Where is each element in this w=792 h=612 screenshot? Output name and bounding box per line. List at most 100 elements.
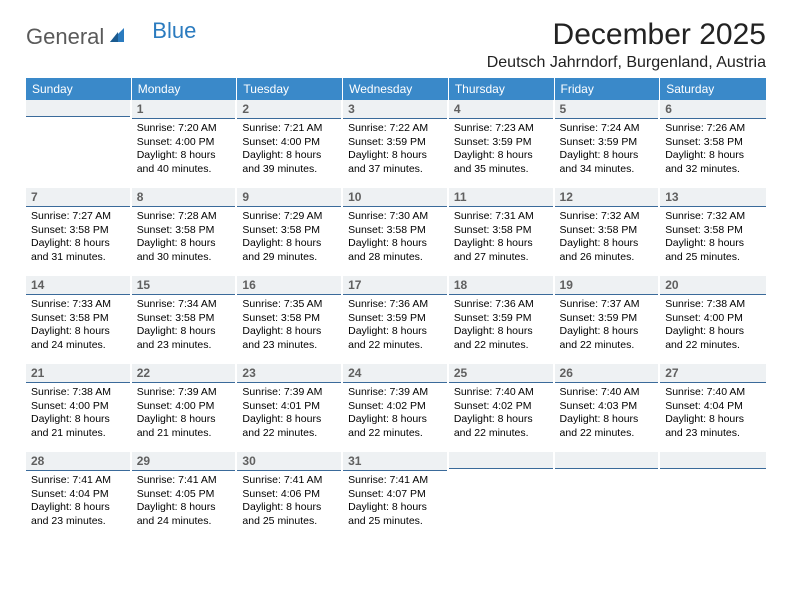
daylight-line1: Daylight: 8 hours (137, 325, 231, 339)
daylight-line1: Daylight: 8 hours (560, 325, 654, 339)
day-number: 10 (343, 188, 447, 207)
day-number: 31 (343, 452, 447, 471)
calendar-cell: 23Sunrise: 7:39 AMSunset: 4:01 PMDayligh… (237, 364, 343, 452)
day-number: 5 (555, 100, 659, 119)
daylight-line1: Daylight: 8 hours (348, 149, 442, 163)
day-body: Sunrise: 7:39 AMSunset: 4:02 PMDaylight:… (343, 383, 447, 447)
daylight-line2: and 25 minutes. (242, 515, 336, 529)
sunrise-text: Sunrise: 7:41 AM (137, 474, 231, 488)
day-number: 23 (237, 364, 341, 383)
daylight-line2: and 25 minutes. (348, 515, 442, 529)
calendar-cell: 24Sunrise: 7:39 AMSunset: 4:02 PMDayligh… (343, 364, 449, 452)
daylight-line1: Daylight: 8 hours (560, 237, 654, 251)
daylight-line2: and 30 minutes. (137, 251, 231, 265)
daylight-line1: Daylight: 8 hours (348, 325, 442, 339)
calendar-cell: 22Sunrise: 7:39 AMSunset: 4:00 PMDayligh… (132, 364, 238, 452)
day-header-row: Sunday Monday Tuesday Wednesday Thursday… (26, 78, 766, 100)
sunset-text: Sunset: 4:05 PM (137, 488, 231, 502)
logo-word-1: General (26, 24, 104, 50)
sunrise-text: Sunrise: 7:31 AM (454, 210, 548, 224)
sunset-text: Sunset: 4:02 PM (454, 400, 548, 414)
daylight-line1: Daylight: 8 hours (454, 149, 548, 163)
sunrise-text: Sunrise: 7:36 AM (454, 298, 548, 312)
sunrise-text: Sunrise: 7:20 AM (137, 122, 231, 136)
daylight-line2: and 39 minutes. (242, 163, 336, 177)
day-body: Sunrise: 7:39 AMSunset: 4:01 PMDaylight:… (237, 383, 341, 447)
daylight-line1: Daylight: 8 hours (348, 413, 442, 427)
sunset-text: Sunset: 4:00 PM (665, 312, 761, 326)
calendar-cell: 16Sunrise: 7:35 AMSunset: 3:58 PMDayligh… (237, 276, 343, 364)
daylight-line2: and 27 minutes. (454, 251, 548, 265)
daylight-line1: Daylight: 8 hours (137, 149, 231, 163)
calendar-cell: 25Sunrise: 7:40 AMSunset: 4:02 PMDayligh… (449, 364, 555, 452)
daylight-line1: Daylight: 8 hours (454, 413, 548, 427)
daylight-line1: Daylight: 8 hours (665, 237, 761, 251)
sunrise-text: Sunrise: 7:26 AM (665, 122, 761, 136)
sunset-text: Sunset: 4:04 PM (665, 400, 761, 414)
sunrise-text: Sunrise: 7:21 AM (242, 122, 336, 136)
calendar-cell: 15Sunrise: 7:34 AMSunset: 3:58 PMDayligh… (132, 276, 238, 364)
sunrise-text: Sunrise: 7:32 AM (665, 210, 761, 224)
sunrise-text: Sunrise: 7:33 AM (31, 298, 125, 312)
sunset-text: Sunset: 4:04 PM (31, 488, 125, 502)
day-number: 16 (237, 276, 341, 295)
daylight-line1: Daylight: 8 hours (665, 149, 761, 163)
blank-daynum (660, 452, 766, 469)
daylight-line1: Daylight: 8 hours (137, 413, 231, 427)
calendar-cell (555, 452, 661, 540)
sunset-text: Sunset: 3:59 PM (348, 312, 442, 326)
sunset-text: Sunset: 4:06 PM (242, 488, 336, 502)
sunrise-text: Sunrise: 7:39 AM (348, 386, 442, 400)
sunset-text: Sunset: 3:58 PM (560, 224, 654, 238)
daylight-line1: Daylight: 8 hours (560, 413, 654, 427)
day-number: 29 (132, 452, 236, 471)
day-number: 20 (660, 276, 766, 295)
sunrise-text: Sunrise: 7:22 AM (348, 122, 442, 136)
sunset-text: Sunset: 3:59 PM (348, 136, 442, 150)
daylight-line2: and 22 minutes. (560, 427, 654, 441)
daylight-line2: and 21 minutes. (31, 427, 125, 441)
daylight-line1: Daylight: 8 hours (665, 413, 761, 427)
calendar-cell (660, 452, 766, 540)
sunset-text: Sunset: 3:59 PM (454, 136, 548, 150)
day-number: 4 (449, 100, 553, 119)
day-body: Sunrise: 7:35 AMSunset: 3:58 PMDaylight:… (237, 295, 341, 359)
daylight-line2: and 22 minutes. (454, 427, 548, 441)
calendar-table: Sunday Monday Tuesday Wednesday Thursday… (26, 78, 766, 540)
sunrise-text: Sunrise: 7:38 AM (665, 298, 761, 312)
day-body: Sunrise: 7:39 AMSunset: 4:00 PMDaylight:… (132, 383, 236, 447)
sunrise-text: Sunrise: 7:29 AM (242, 210, 336, 224)
sunset-text: Sunset: 4:00 PM (137, 400, 231, 414)
day-body: Sunrise: 7:41 AMSunset: 4:05 PMDaylight:… (132, 471, 236, 535)
daylight-line1: Daylight: 8 hours (31, 501, 125, 515)
sunset-text: Sunset: 3:59 PM (454, 312, 548, 326)
calendar-cell: 17Sunrise: 7:36 AMSunset: 3:59 PMDayligh… (343, 276, 449, 364)
day-body: Sunrise: 7:33 AMSunset: 3:58 PMDaylight:… (26, 295, 130, 359)
daylight-line2: and 40 minutes. (137, 163, 231, 177)
day-body: Sunrise: 7:21 AMSunset: 4:00 PMDaylight:… (237, 119, 341, 183)
title-block: December 2025 Deutsch Jahrndorf, Burgenl… (487, 18, 766, 72)
day-body: Sunrise: 7:38 AMSunset: 4:00 PMDaylight:… (660, 295, 766, 359)
day-number: 15 (132, 276, 236, 295)
sunset-text: Sunset: 3:58 PM (31, 312, 125, 326)
sunrise-text: Sunrise: 7:28 AM (137, 210, 231, 224)
daylight-line2: and 28 minutes. (348, 251, 442, 265)
day-number: 22 (132, 364, 236, 383)
sunrise-text: Sunrise: 7:36 AM (348, 298, 442, 312)
day-number: 11 (449, 188, 553, 207)
sunrise-text: Sunrise: 7:30 AM (348, 210, 442, 224)
day-body: Sunrise: 7:41 AMSunset: 4:06 PMDaylight:… (237, 471, 341, 535)
calendar-cell (26, 100, 132, 188)
sunset-text: Sunset: 3:58 PM (31, 224, 125, 238)
day-body: Sunrise: 7:40 AMSunset: 4:04 PMDaylight:… (660, 383, 766, 447)
daylight-line1: Daylight: 8 hours (31, 413, 125, 427)
sunset-text: Sunset: 3:58 PM (137, 312, 231, 326)
day-body: Sunrise: 7:24 AMSunset: 3:59 PMDaylight:… (555, 119, 659, 183)
calendar-cell: 20Sunrise: 7:38 AMSunset: 4:00 PMDayligh… (660, 276, 766, 364)
daylight-line2: and 23 minutes. (31, 515, 125, 529)
daylight-line1: Daylight: 8 hours (137, 237, 231, 251)
day-body: Sunrise: 7:36 AMSunset: 3:59 PMDaylight:… (343, 295, 447, 359)
day-body: Sunrise: 7:29 AMSunset: 3:58 PMDaylight:… (237, 207, 341, 271)
dayhead-fri: Friday (555, 78, 661, 100)
calendar-cell: 13Sunrise: 7:32 AMSunset: 3:58 PMDayligh… (660, 188, 766, 276)
